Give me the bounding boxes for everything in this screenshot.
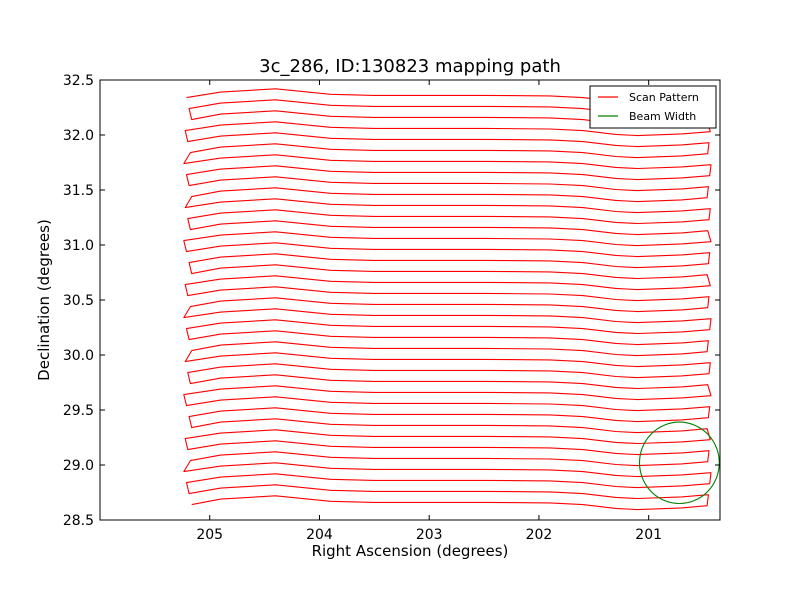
x-axis: 205 204 203 202 201 [196,80,662,543]
y-tick-label: 31.5 [63,183,94,199]
y-tick-label: 28.5 [63,513,94,529]
y-axis: 28.5 29.0 29.5 30.0 30.5 31.0 31.5 32.0 32.5 [63,73,720,529]
y-tick-label: 31.0 [63,238,94,254]
y-tick-label: 32.5 [63,73,94,89]
scan-pattern-series [183,88,712,511]
scan-pattern-line [183,88,712,511]
x-tick-label: 203 [416,527,443,543]
beam-width-circle [638,421,720,505]
x-tick-label: 205 [196,527,223,543]
y-tick-label: 30.5 [63,293,94,309]
y-tick-label: 29.5 [63,403,94,419]
chart-title: 3c_286, ID:130823 mapping path [259,56,561,77]
y-tick-label: 29.0 [63,458,94,474]
x-tick-label: 201 [635,527,662,543]
legend-label-beam-width: Beam Width [629,110,696,123]
legend: Scan Pattern Beam Width [589,85,717,129]
y-tick-label: 32.0 [63,128,94,144]
beam-width-series [638,421,720,505]
x-tick-label: 202 [526,527,553,543]
y-axis-label: Declination (degrees) [35,219,53,381]
plot-area [183,88,720,511]
x-axis-label: Right Ascension (degrees) [312,542,509,560]
y-tick-label: 30.0 [63,348,94,364]
legend-label-scan-pattern: Scan Pattern [629,91,699,104]
legend-box [589,85,717,129]
x-tick-label: 204 [306,527,333,543]
